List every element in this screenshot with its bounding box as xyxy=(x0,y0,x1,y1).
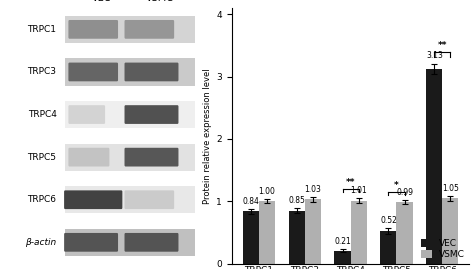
FancyBboxPatch shape xyxy=(64,233,118,252)
Bar xyxy=(289,211,305,264)
Text: TRPC6: TRPC6 xyxy=(27,195,56,204)
Bar xyxy=(305,199,321,264)
Text: 3.13: 3.13 xyxy=(426,51,443,61)
Bar xyxy=(243,211,259,264)
Text: 1.05: 1.05 xyxy=(442,183,459,193)
Text: TRPC3: TRPC3 xyxy=(27,68,56,76)
Text: TRPC1: TRPC1 xyxy=(27,25,56,34)
FancyBboxPatch shape xyxy=(125,63,179,81)
Y-axis label: Protein relative expression level: Protein relative expression level xyxy=(203,68,212,204)
Legend: VEC, VSMC: VEC, VSMC xyxy=(421,239,465,259)
Bar xyxy=(259,201,275,264)
FancyBboxPatch shape xyxy=(125,105,179,124)
Text: **: ** xyxy=(438,41,447,50)
Text: *: * xyxy=(394,181,399,190)
Text: TRPC5: TRPC5 xyxy=(27,153,56,162)
Text: 1.03: 1.03 xyxy=(304,185,321,194)
FancyBboxPatch shape xyxy=(65,186,195,213)
FancyBboxPatch shape xyxy=(65,143,195,171)
Text: 1.01: 1.01 xyxy=(350,186,367,195)
Text: TRPC4: TRPC4 xyxy=(27,110,56,119)
FancyBboxPatch shape xyxy=(125,20,174,39)
Text: **: ** xyxy=(346,178,356,187)
FancyBboxPatch shape xyxy=(125,233,179,252)
FancyBboxPatch shape xyxy=(68,105,105,124)
Bar xyxy=(396,202,412,264)
Bar xyxy=(426,69,442,264)
FancyBboxPatch shape xyxy=(68,63,118,81)
FancyBboxPatch shape xyxy=(125,190,174,209)
Text: 0.21: 0.21 xyxy=(334,237,351,246)
Bar xyxy=(381,231,396,264)
FancyBboxPatch shape xyxy=(68,20,118,39)
FancyBboxPatch shape xyxy=(65,16,195,43)
FancyBboxPatch shape xyxy=(65,101,195,128)
Text: 0.85: 0.85 xyxy=(288,196,305,205)
Text: 1.00: 1.00 xyxy=(258,187,275,196)
Text: VEC: VEC xyxy=(92,0,111,3)
Bar xyxy=(442,198,458,264)
Text: VSMC: VSMC xyxy=(146,0,174,3)
Bar xyxy=(335,250,351,264)
Bar xyxy=(351,201,366,264)
FancyBboxPatch shape xyxy=(68,148,109,167)
Text: 0.99: 0.99 xyxy=(396,188,413,197)
Text: β-actin: β-actin xyxy=(25,238,56,247)
FancyBboxPatch shape xyxy=(65,58,195,86)
Text: 0.52: 0.52 xyxy=(380,216,397,225)
FancyBboxPatch shape xyxy=(125,148,179,167)
Text: 0.84: 0.84 xyxy=(242,197,259,206)
FancyBboxPatch shape xyxy=(64,190,122,209)
FancyBboxPatch shape xyxy=(65,229,195,256)
